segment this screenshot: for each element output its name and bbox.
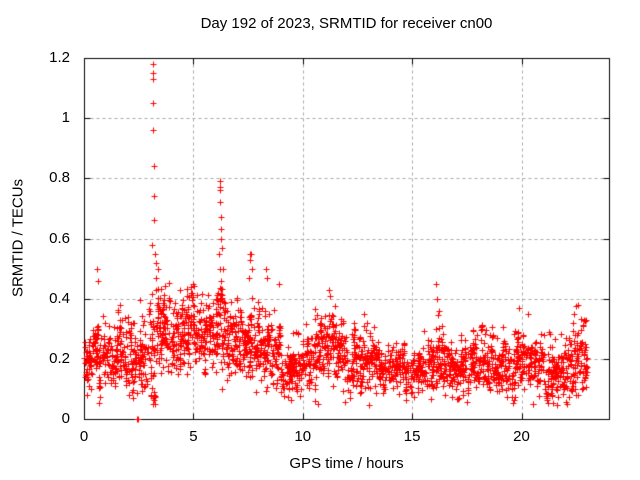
y-tick-label: 0.6	[49, 229, 70, 247]
x-axis-label: GPS time / hours	[289, 455, 404, 472]
y-tick-label: 0.4	[49, 289, 70, 307]
y-tick-label: 0.2	[49, 349, 70, 367]
y-tick-label: 1	[61, 109, 70, 127]
x-tick-label: 20	[513, 428, 530, 445]
y-tick-label: 0	[61, 410, 70, 427]
x-tick-label: 15	[403, 428, 421, 445]
chart-title: Day 192 of 2023, SRMTID for receiver cn0…	[200, 15, 493, 32]
y-tick-label: 0.8	[49, 169, 70, 187]
x-tick-label: 10	[294, 428, 312, 445]
x-tick-label: 0	[79, 428, 89, 445]
x-tick-label: 5	[189, 428, 198, 445]
y-tick-label: 1.2	[49, 49, 70, 66]
